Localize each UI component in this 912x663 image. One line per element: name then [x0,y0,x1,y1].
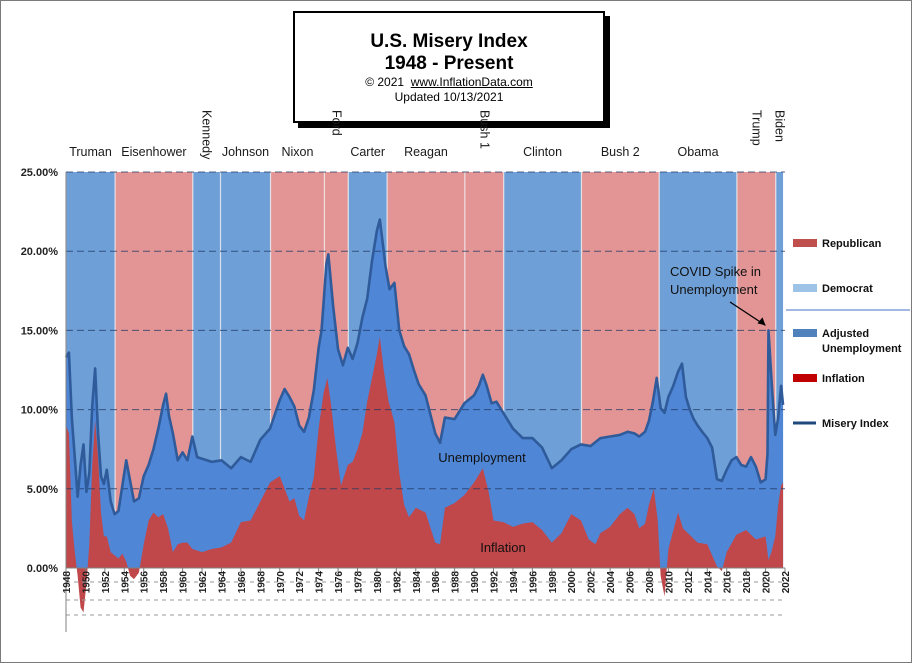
y-tick-label: 15.00% [21,325,59,337]
legend-swatch-republican [793,239,817,247]
y-tick-label: 20.00% [21,246,59,258]
covid-arrow-head [757,317,766,326]
president-label: Bush 1 [477,110,491,149]
president-labels: Truman Eisenhower Kennedy Johnson Nixon Ford C… [69,110,786,160]
y-tick-label: 5.00% [27,484,58,496]
copyright-line: © 2021 www.InflationData.com [295,75,603,90]
x-tick-label: 1984 [412,571,423,594]
x-tick-label: 1968 [256,571,267,594]
y-tick-label: 25.00% [21,167,59,179]
legend: Republican Democrat Adjusted Unemployment In… [786,238,910,430]
legend-label: Unemployment [822,343,902,355]
legend-label: Inflation [822,373,865,385]
x-tick-label: 1978 [353,571,364,594]
x-tick-label: 1988 [451,571,462,594]
x-tick-label: 2016 [723,571,734,594]
website-link[interactable]: www.InflationData.com [410,75,533,89]
y-tick-label: 10.00% [21,405,59,417]
x-tick-label: 1950 [81,571,92,594]
x-tick-label: 2000 [567,571,578,594]
x-tick-label: 1992 [490,571,501,594]
title-box: U.S. Misery Index 1948 - Present © 2021 … [293,11,605,123]
x-tick-label: 2022 [781,571,792,594]
x-tick-label: 1986 [431,571,442,594]
band-biden [775,172,784,568]
x-tick-label: 2008 [645,571,656,594]
x-tick-label: 2018 [742,571,753,594]
president-label: Carter [350,145,385,159]
x-tick-label: 1998 [548,571,559,594]
legend-swatch-inflation [793,374,817,382]
chart-title: U.S. Misery Index [370,31,528,52]
x-tick-label: 1948 [62,571,73,594]
x-tick-label: 1974 [315,571,326,594]
legend-label: Republican [822,238,882,250]
y-tick-label: 0.00% [27,563,58,575]
x-tick-label: 2014 [703,571,714,594]
president-label: Johnson [222,145,269,159]
x-tick-label: 1966 [237,571,248,594]
x-tick-label: 1954 [120,571,131,594]
x-tick-label: 1972 [295,571,306,594]
x-tick-label: 2006 [626,571,637,594]
x-tick-label: 1960 [179,571,190,594]
legend-swatch-democrat [793,284,817,292]
president-label: Nixon [282,145,314,159]
president-label: Trump [749,110,763,146]
x-tick-label: 2020 [762,571,773,594]
x-tick-label: 1990 [470,571,481,594]
updated-date: Updated 10/13/2021 [394,90,504,104]
copyright-text: © 2021 [365,75,405,89]
x-tick-label: 2002 [587,571,598,594]
x-tick-label: 1976 [334,571,345,594]
x-tick-label: 1958 [159,571,170,594]
x-tick-label: 1956 [140,571,151,594]
x-tick-label: 2004 [606,571,617,594]
axes: 0.00% 5.00% 10.00% 15.00% 20.00% 25.00% 1948 19… [21,167,792,632]
x-tick-label: 1982 [392,571,403,594]
x-tick-label: 1952 [101,571,112,594]
president-label: Clinton [523,145,562,159]
president-label: Truman [69,145,112,159]
legend-label: Misery Index [822,418,890,430]
covid-annotation-line2: Unemployment [670,282,758,297]
legend-label: Adjusted [822,328,869,340]
president-label: Biden [772,110,786,142]
x-tick-label: 2010 [664,571,675,594]
president-label: Obama [678,145,719,159]
x-tick-label: 1970 [276,571,287,594]
x-tick-label: 1964 [217,571,228,594]
inflation-label: Inflation [480,540,526,555]
x-tick-label: 1994 [509,571,520,594]
covid-annotation-line1: COVID Spike in [670,264,761,279]
annotations: Unemployment Inflation COVID Spike in Unemp… [438,264,766,555]
misery-line-layer [64,218,785,516]
unemployment-label: Unemployment [438,450,526,465]
x-tick-label: 2012 [684,571,695,594]
inflation-area [66,336,784,613]
x-tick-label: 1996 [528,571,539,594]
president-label: Kennedy [200,110,214,160]
president-label: Eisenhower [121,145,186,159]
president-label: Reagan [404,145,448,159]
chart-subtitle: 1948 - Present [384,53,514,74]
legend-label: Democrat [822,283,873,295]
x-tick-label: 1980 [373,571,384,594]
president-label: Ford [329,110,343,136]
x-tick-label: 1962 [198,571,209,594]
legend-swatch-adjusted [793,329,817,337]
president-label: Bush 2 [601,145,640,159]
misery-index-line [64,218,785,516]
